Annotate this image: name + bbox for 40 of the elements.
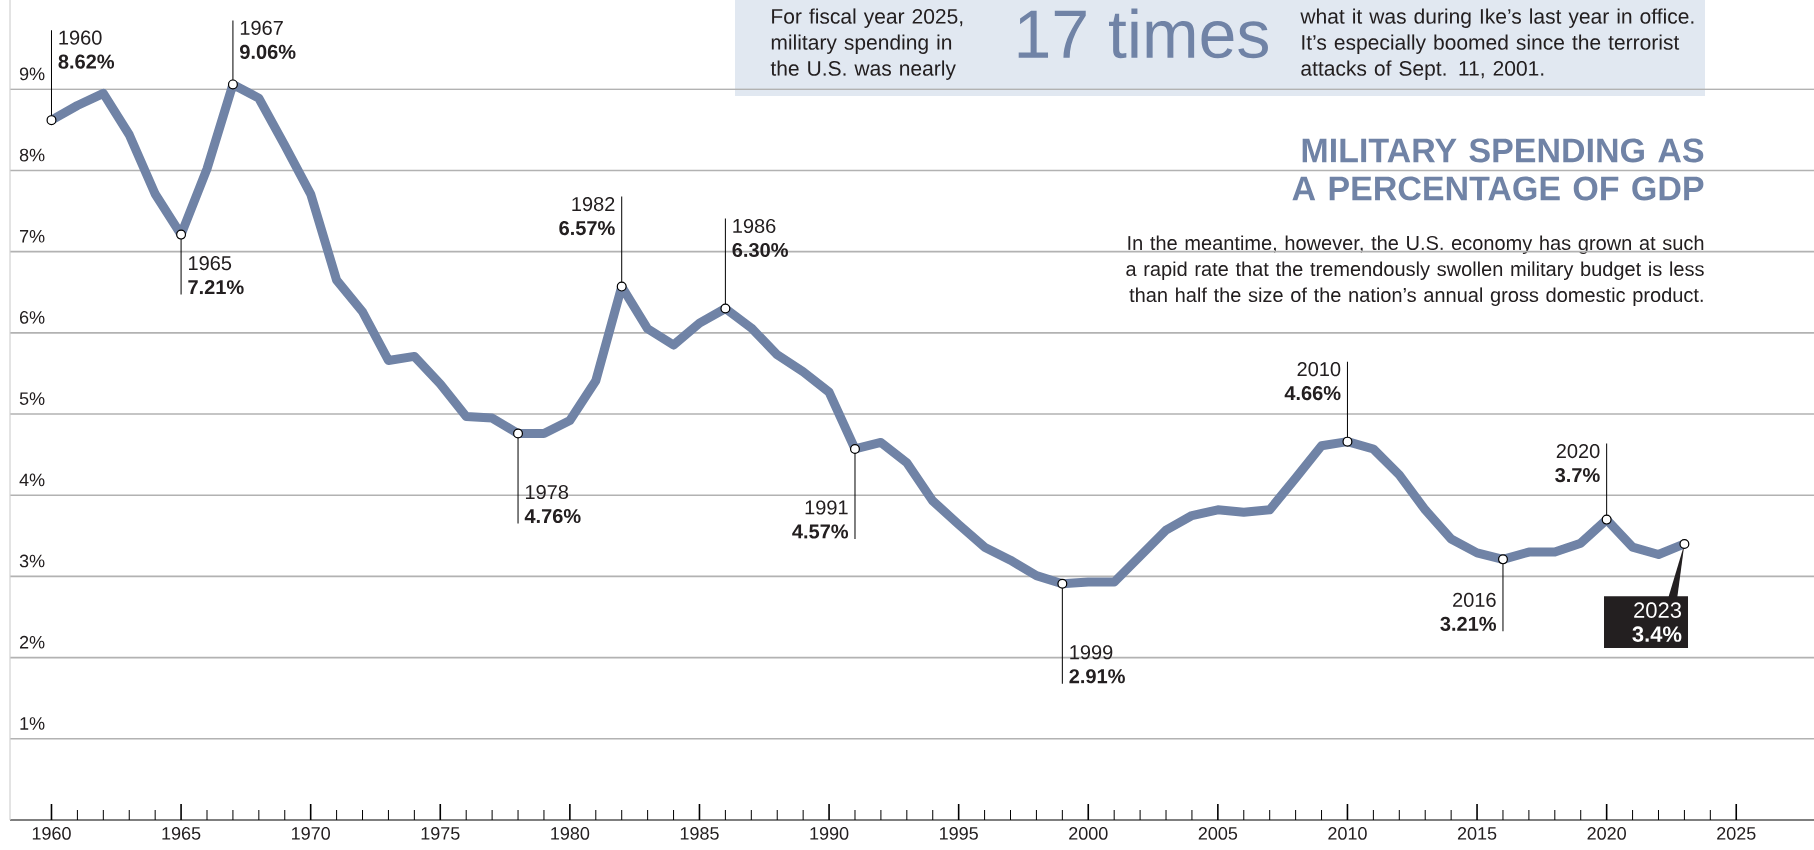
- y-tick-label: 8%: [19, 148, 45, 162]
- annotation: 1967 9.06%: [240, 20, 296, 59]
- annotation: 1978 4.76%: [524, 484, 581, 524]
- x-tick-label: 2020: [1587, 827, 1626, 840]
- y-tick-label: 7%: [19, 230, 45, 243]
- x-tick-label: 1960: [32, 827, 71, 840]
- y-tick-label: 1%: [20, 717, 45, 730]
- annotation: For fiscal year 2025, military spending in the U.S. was nearly: [770, 8, 963, 80]
- annotation: 1986 6.30%: [732, 218, 788, 258]
- annotation: 2010 4.66%: [1284, 362, 1341, 401]
- y-tick-label: 2%: [19, 635, 45, 649]
- x-tick-label: 1980: [551, 827, 590, 840]
- annotation: 1991 4.57%: [792, 500, 849, 539]
- x-tick-label: 1985: [680, 827, 719, 840]
- x-tick-label: 2005: [1198, 827, 1238, 840]
- annotation: what it was during Ike’s last year in office. It’s especially boomed since the terrorist attacks of Sept. 11, 2001.: [1300, 8, 1694, 80]
- x-tick-label: 2010: [1328, 827, 1367, 840]
- y-tick-label: 5%: [19, 392, 45, 405]
- annotation: 1965 7.21%: [188, 256, 244, 295]
- annotation: 1982 6.57%: [559, 196, 615, 236]
- annotation: 2020 3.7%: [1555, 444, 1600, 483]
- text: MILITARY SPENDING AS A PERCENTAGE OF GDP: [1292, 138, 1704, 201]
- annotation: 1999 2.91%: [1069, 645, 1125, 684]
- x-tick-label: 2000: [1069, 827, 1108, 840]
- x-tick-label: 1990: [810, 827, 849, 840]
- annotation: 1960 8.62%: [58, 30, 115, 69]
- y-tick-label: 3%: [19, 554, 45, 568]
- y-tick-label: 9%: [19, 67, 45, 81]
- x-tick-label: 2025: [1717, 827, 1756, 840]
- y-tick-label: 6%: [19, 311, 45, 324]
- annotation: 17 times: [1018, 8, 1268, 59]
- text: In the meantime, however, the U.S. economy has grown at such a rapid rate that the tremendously swollen military budget is less than half the size of the nation’s annual gross domestic product.: [1126, 235, 1704, 307]
- x-tick-label: 1975: [421, 827, 460, 840]
- annotation: 2023 3.4%: [1632, 602, 1682, 642]
- x-tick-label: 1970: [292, 827, 330, 840]
- x-tick-label: 1995: [940, 827, 978, 840]
- x-tick-label: 2015: [1457, 827, 1497, 840]
- y-tick-label: 4%: [19, 473, 45, 487]
- annotation: 2016 3.21%: [1440, 592, 1497, 631]
- x-tick-label: 1965: [162, 827, 201, 840]
